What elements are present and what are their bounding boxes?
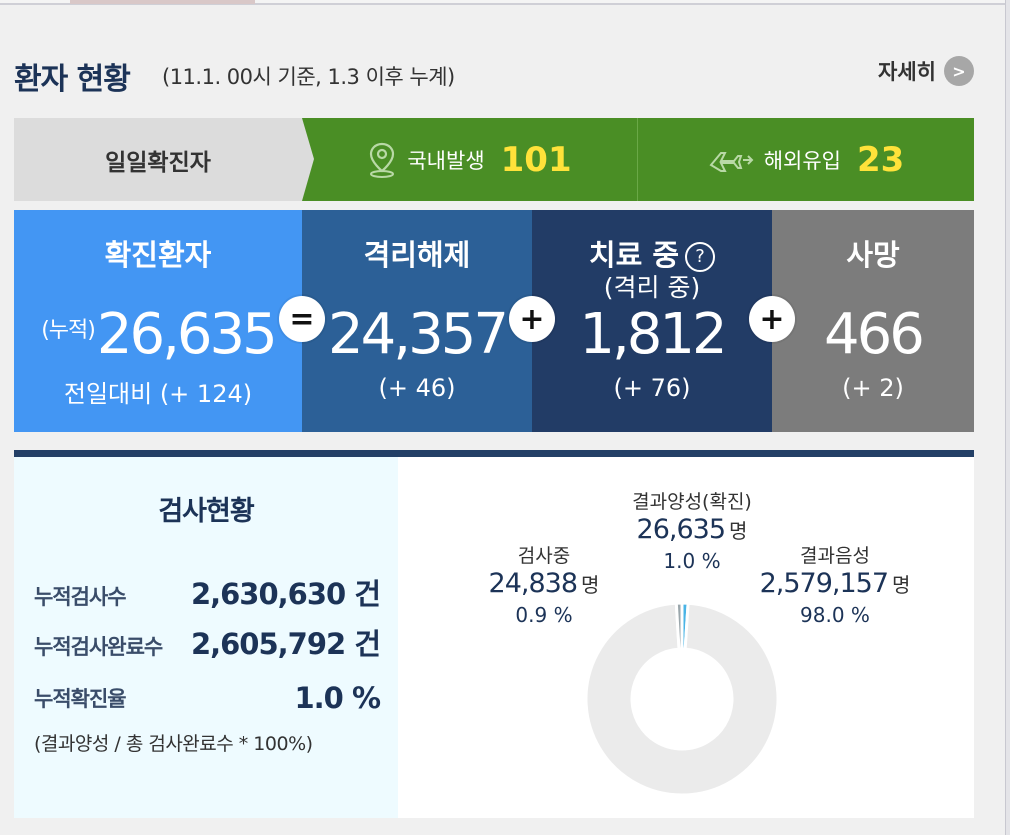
equals-icon: = — [279, 296, 325, 342]
stat-released: 격리해제 24,357 (+ 46) — [302, 210, 532, 432]
testing-title: 검사현황 — [158, 496, 254, 527]
stat-treatment-value: 1,812 — [579, 302, 727, 367]
legend-testing-count: 24,838 명 — [464, 568, 624, 599]
top-strip-thumb — [70, 0, 255, 4]
domestic-label: 국내발생 — [407, 148, 485, 173]
stat-treatment: 치료 중? (격리 중) 1,812 (+ 76) — [532, 210, 772, 432]
legend-negative-label: 결과음성 — [800, 545, 870, 567]
page-title: 환자 현황 — [14, 62, 131, 97]
testing-row: 누적검사완료수 2,605,792 건 — [34, 625, 381, 665]
stat-released-value: 24,357 — [328, 302, 509, 367]
section-header: 환자 현황 (11.1. 00시 기준, 1.3 이후 누계) 자세히 > — [14, 52, 974, 97]
overseas-cases: 해외유입 23 — [637, 118, 974, 201]
stat-deaths-title: 사망 — [846, 238, 900, 272]
daily-confirmed-bar: 일일확진자 국내발생 101 해외유입 23 — [14, 118, 974, 201]
map-pin-icon — [370, 142, 395, 178]
legend-testing: 검사중 24,838 명 0.9 % — [464, 541, 624, 627]
legend-unit: 명 — [729, 519, 748, 543]
stat-released-title: 격리해제 — [363, 238, 471, 272]
legend-unit: 명 — [581, 573, 600, 597]
legend-testing-value: 24,838 — [488, 568, 578, 599]
testing-row-value: 2,605,792 건 — [190, 627, 381, 661]
donut-slice-2 — [674, 601, 684, 651]
stat-confirmed-title: 확진환자 — [104, 238, 212, 272]
daily-confirmed-label: 일일확진자 — [14, 118, 302, 201]
testing-section: 검사현황 누적검사수 2,630,630 건 누적검사완료수 2,605,792… — [14, 450, 974, 818]
legend-testing-label: 검사중 — [517, 545, 571, 567]
testing-chart-panel: 결과양성(확진) 26,635 명 1.0 % 검사중 24,838 명 0.9 %… — [398, 457, 974, 818]
plus-icon: + — [749, 296, 795, 342]
stat-confirmed-value-row: (누적)26,635 — [14, 302, 302, 367]
legend-unit: 명 — [892, 573, 911, 597]
overseas-label: 해외유입 — [763, 148, 841, 173]
legend-negative-count: 2,579,157 명 — [750, 568, 920, 599]
testing-row-value: 1.0 % — [294, 681, 381, 715]
stat-confirmed: 확진환자 (누적)26,635 전일대비 (+ 124) — [14, 210, 302, 432]
overseas-value: 23 — [856, 139, 905, 180]
stat-confirmed-value: 26,635 — [96, 302, 278, 367]
legend-negative: 결과음성 2,579,157 명 98.0 % — [750, 541, 920, 627]
testing-row: 누적확진율 1.0 % — [34, 677, 381, 717]
legend-positive-percent: 1.0 % — [663, 549, 721, 573]
stat-treatment-head: 치료 중? — [532, 232, 772, 274]
airplane-icon — [709, 151, 754, 172]
stat-treatment-subtitle: (격리 중) — [603, 273, 701, 302]
legend-positive: 결과양성(확진) 26,635 명 1.0 % — [610, 487, 774, 573]
stat-released-delta: (+ 46) — [378, 374, 456, 402]
stat-confirmed-delta: 전일대비 (+ 124) — [63, 380, 253, 408]
stat-deaths: 사망 466 (+ 2) — [772, 210, 974, 432]
stat-deaths-delta: (+ 2) — [842, 374, 904, 402]
help-icon[interactable]: ? — [685, 241, 716, 272]
window-right-edge — [1005, 0, 1010, 835]
stat-treatment-title: 치료 중 — [588, 238, 680, 272]
testing-row-label: 누적검사수 — [34, 585, 127, 609]
patient-stats: 확진환자 (누적)26,635 전일대비 (+ 124) 격리해제 24,357… — [14, 210, 974, 432]
legend-positive-label: 결과양성(확진) — [632, 491, 752, 513]
legend-testing-percent: 0.9 % — [515, 603, 573, 627]
testing-row-value: 2,630,630 건 — [190, 577, 381, 611]
testing-row: 누적검사수 2,630,630 건 — [34, 575, 381, 615]
more-link-label: 자세히 — [878, 60, 936, 84]
domestic-cases: 국내발생 101 — [302, 118, 637, 201]
stat-treatment-delta: (+ 76) — [613, 374, 691, 402]
stat-confirmed-prefix: (누적) — [41, 318, 96, 343]
daily-label-arrow — [302, 118, 314, 201]
legend-negative-value: 2,579,157 — [759, 568, 889, 599]
chevron-right-icon[interactable]: > — [944, 56, 974, 86]
test-result-donut-chart — [584, 601, 780, 797]
legend-positive-count: 26,635 명 — [610, 514, 774, 545]
stat-deaths-value: 466 — [824, 302, 925, 367]
testing-summary: 검사현황 누적검사수 2,630,630 건 누적검사완료수 2,605,792… — [14, 457, 398, 818]
top-scroll-strip — [0, 0, 1010, 5]
plus-icon: + — [509, 296, 555, 342]
testing-row-label: 누적검사완료수 — [34, 635, 163, 659]
testing-row-label: 누적확진율 — [34, 687, 127, 711]
donut-slice-1 — [584, 601, 780, 797]
legend-positive-value: 26,635 — [636, 514, 726, 545]
page-subtitle: (11.1. 00시 기준, 1.3 이후 누계) — [162, 65, 455, 89]
testing-note: (결과양성 / 총 검사완료수 * 100%) — [34, 733, 313, 755]
more-link[interactable]: 자세히 > — [878, 56, 974, 86]
legend-negative-percent: 98.0 % — [800, 603, 870, 627]
domestic-value: 101 — [500, 139, 572, 180]
